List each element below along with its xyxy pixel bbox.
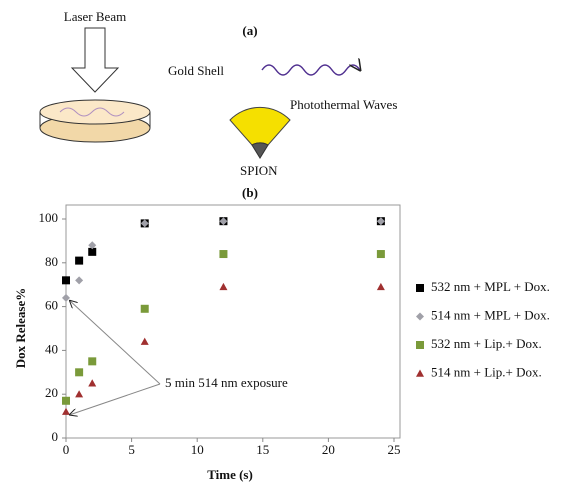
wave — [261, 65, 360, 76]
x-axis-label: Time (s) — [207, 467, 253, 482]
marker — [62, 276, 70, 285]
x-tick-label: 10 — [191, 442, 204, 457]
annotation-arrow — [70, 383, 161, 415]
y-tick-label: 20 — [45, 385, 58, 400]
marker — [416, 341, 424, 349]
marker — [219, 250, 228, 259]
marker — [62, 293, 70, 302]
spion — [251, 142, 269, 159]
shell-label: Gold Shell — [168, 63, 224, 78]
marker — [140, 219, 149, 228]
x-tick-label: 15 — [256, 442, 269, 457]
dish-wall — [39, 112, 151, 128]
marker — [376, 282, 385, 291]
y-tick-label: 60 — [45, 298, 58, 313]
marker — [376, 250, 385, 259]
marker — [416, 312, 424, 321]
marker — [140, 304, 149, 313]
marker — [75, 256, 84, 265]
marker — [88, 379, 97, 387]
y-tick-label: 100 — [39, 210, 59, 225]
marker — [416, 369, 424, 377]
marker — [75, 276, 84, 285]
legend-label: 532 nm + Lip.+ Dox. — [431, 336, 542, 351]
x-tick-label: 5 — [128, 442, 135, 457]
panel-b: (b) — [242, 185, 258, 200]
annotation-arrow — [70, 301, 161, 385]
marker — [62, 396, 70, 405]
diagram-a: Laser Beam (a) Gold Shell Photothermal W… — [39, 9, 397, 200]
laser-arrow — [70, 27, 120, 93]
y-tick-label: 80 — [45, 254, 58, 269]
legend-label: 514 nm + Lip.+ Dox. — [431, 364, 542, 379]
legend-label: 532 nm + MPL + Dox. — [431, 279, 550, 294]
marker — [75, 390, 84, 398]
x-tick-label: 25 — [388, 442, 401, 457]
y-tick-label: 40 — [45, 341, 58, 356]
marker — [376, 217, 385, 226]
gold-shell — [229, 106, 291, 146]
core-label: SPION — [240, 163, 278, 178]
marker — [140, 337, 149, 345]
y-axis-label: Dox Release% — [13, 288, 28, 369]
marker — [88, 241, 97, 250]
laser-label: Laser Beam — [64, 9, 126, 24]
cells — [59, 107, 125, 117]
marker — [75, 368, 84, 377]
panel-a: (a) — [242, 23, 257, 38]
plot-frame — [65, 204, 401, 439]
dish-top — [39, 99, 151, 125]
marker — [62, 407, 70, 415]
marker — [88, 357, 97, 366]
chart: 0 20 40 60 80 100 0 5 10 15 20 25 Time (s) Dox Releas… — [13, 204, 550, 482]
marker — [219, 282, 228, 291]
marker — [416, 284, 424, 292]
marker — [219, 217, 228, 226]
x-tick-label: 0 — [63, 442, 70, 457]
marker — [88, 247, 97, 256]
x-tick-label: 20 — [322, 442, 335, 457]
annotation: 5 min 514 nm exposure — [165, 375, 288, 390]
waves-label: Photothermal Waves — [290, 97, 397, 112]
legend-label: 514 nm + MPL + Dox. — [431, 307, 550, 322]
y-tick-label: 0 — [52, 429, 59, 444]
